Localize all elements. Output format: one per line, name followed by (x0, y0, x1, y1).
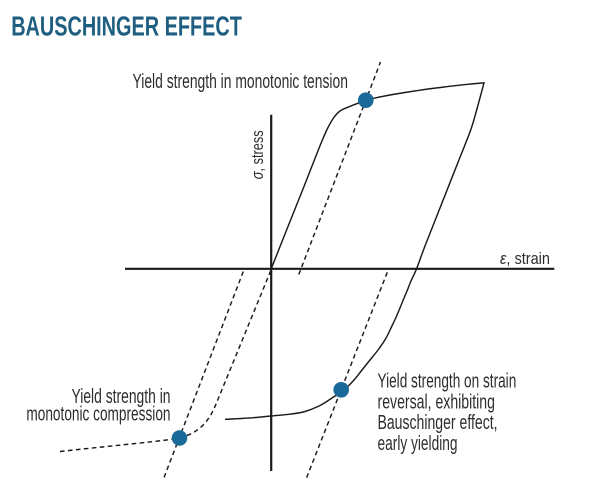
svg-text:ε, strain: ε, strain (500, 250, 550, 268)
svg-text:Yield strength in: Yield strength in (72, 384, 171, 407)
svg-text:Yield strength in monotonic te: Yield strength in monotonic tension (133, 69, 348, 92)
svg-text:monotonic compression: monotonic compression (26, 402, 170, 426)
svg-text:σ, stress: σ, stress (248, 130, 267, 179)
svg-text:early yielding: early yielding (378, 431, 458, 455)
svg-text:reversal, exhibiting: reversal, exhibiting (378, 390, 495, 413)
svg-text:BAUSCHINGER EFFECT: BAUSCHINGER EFFECT (11, 11, 242, 42)
svg-text:Yield strength on strain: Yield strength on strain (378, 369, 517, 393)
svg-text:Bauschinger effect,: Bauschinger effect, (378, 410, 498, 433)
